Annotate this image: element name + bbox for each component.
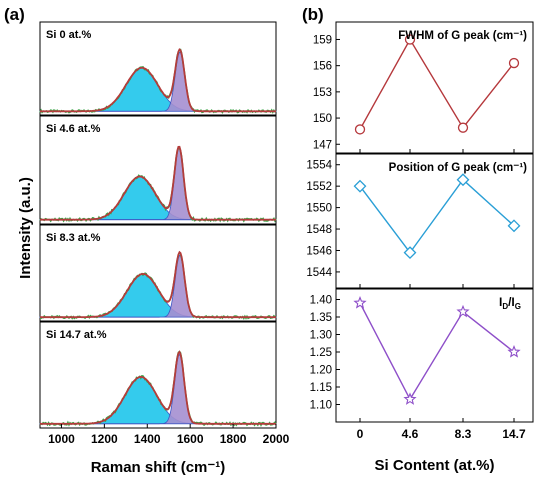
spectrum-panel: Si 8.3 at.% (39, 224, 277, 322)
data-point (354, 124, 366, 135)
y-tick-label: 1548 (306, 224, 332, 236)
panel-title: ID/IG (499, 295, 521, 311)
x-axis-title: Si Content (at.%) (375, 457, 495, 474)
data-point (456, 173, 470, 187)
panel-b-label: (b) (302, 5, 324, 24)
title-sub-d: D (502, 302, 508, 311)
data-point (404, 34, 416, 45)
y-tick-label: 1550 (306, 203, 332, 215)
x-axis-title: Raman shift (cm⁻¹) (91, 459, 226, 476)
y-tick-label: 147 (313, 139, 332, 151)
x-tick-label: 8.3 (455, 427, 472, 441)
title-sub-g: G (515, 302, 521, 311)
series-line (359, 302, 515, 401)
x-tick-label: 1400 (134, 432, 161, 446)
y-axis-title: Intensity (a.u.) (17, 177, 34, 279)
y-tick-label: 1544 (306, 267, 332, 279)
y-tick-label: 1.40 (310, 295, 332, 307)
panel-title: FWHM of G peak (cm⁻¹) (398, 30, 527, 42)
data-point (507, 344, 521, 358)
trend-panel: 147 150 153 156 159 FWHM of G peak (cm⁻¹) (313, 21, 534, 154)
trend-panel: 1.10 1.15 1.20 1.25 1.30 1.35 1.40 ID/IG (310, 288, 534, 423)
y-tick-label: 153 (313, 87, 332, 99)
series-line (359, 178, 515, 254)
data-point (508, 57, 520, 69)
y-tick-label: 1.10 (310, 400, 332, 412)
y-tick-label: 1.35 (310, 312, 332, 324)
y-tick-label: 1552 (306, 181, 332, 193)
x-tick-label: 0 (357, 427, 364, 441)
title-main: I (499, 295, 502, 309)
x-tick-label: 4.6 (402, 427, 419, 441)
spectrum-label: Si 14.7 at.% (46, 329, 107, 341)
y-tick-label: 150 (313, 113, 332, 125)
y-tick-label: 159 (313, 34, 332, 46)
data-point (457, 122, 469, 133)
spectrum-frame (39, 115, 277, 225)
panel-a-spectra: (a) Si 0 at.% Si 4.6 at.% Si 8.3 at.% Si 14.… (4, 5, 290, 476)
spectrum-panel: Si 4.6 at.% (39, 115, 277, 225)
y-tick-label: 1.30 (310, 330, 332, 342)
title-slash: /I (508, 295, 515, 309)
y-tick-label: 1554 (306, 160, 332, 172)
data-point (353, 179, 367, 193)
trend-panel: 1544 1546 1548 1550 1552 1554 Position of G pe… (306, 153, 534, 289)
spectrum-panel: Si 14.7 at.% (39, 321, 277, 429)
spectrum-label: Si 4.6 at.% (46, 123, 101, 135)
y-tick-label: 1.20 (310, 365, 332, 377)
data-point (456, 304, 470, 318)
series-line (359, 38, 515, 130)
y-tick-label: 156 (313, 61, 332, 73)
fitted-envelope (40, 145, 276, 221)
data-point (507, 219, 521, 233)
trend-frame (335, 21, 534, 154)
y-tick-label: 1546 (306, 245, 332, 257)
fitted-envelope (40, 250, 276, 319)
x-tick-label: 1800 (220, 432, 247, 446)
trend-frame (335, 153, 534, 289)
data-point (403, 246, 417, 260)
trend-frame (335, 288, 534, 423)
x-tick-label: 2000 (263, 432, 290, 446)
y-tick-label: 1.25 (310, 347, 332, 359)
panel-title: Position of G peak (cm⁻¹) (389, 162, 528, 174)
spectrum-label: Si 0 at.% (46, 29, 91, 41)
y-tick-label: 1.15 (310, 382, 332, 394)
x-tick-label: 14.7 (502, 427, 526, 441)
x-tick-label: 1000 (48, 432, 75, 446)
fitted-envelope (40, 48, 276, 113)
data-point (353, 295, 367, 309)
panel-a-label: (a) (4, 5, 25, 24)
fitted-envelope (40, 350, 276, 425)
x-tick-label: 1200 (91, 432, 118, 446)
x-tick-label: 1600 (177, 432, 204, 446)
spectrum-label: Si 8.3 at.% (46, 232, 101, 244)
spectrum-panel: Si 0 at.% (39, 21, 277, 116)
data-point (403, 392, 417, 405)
